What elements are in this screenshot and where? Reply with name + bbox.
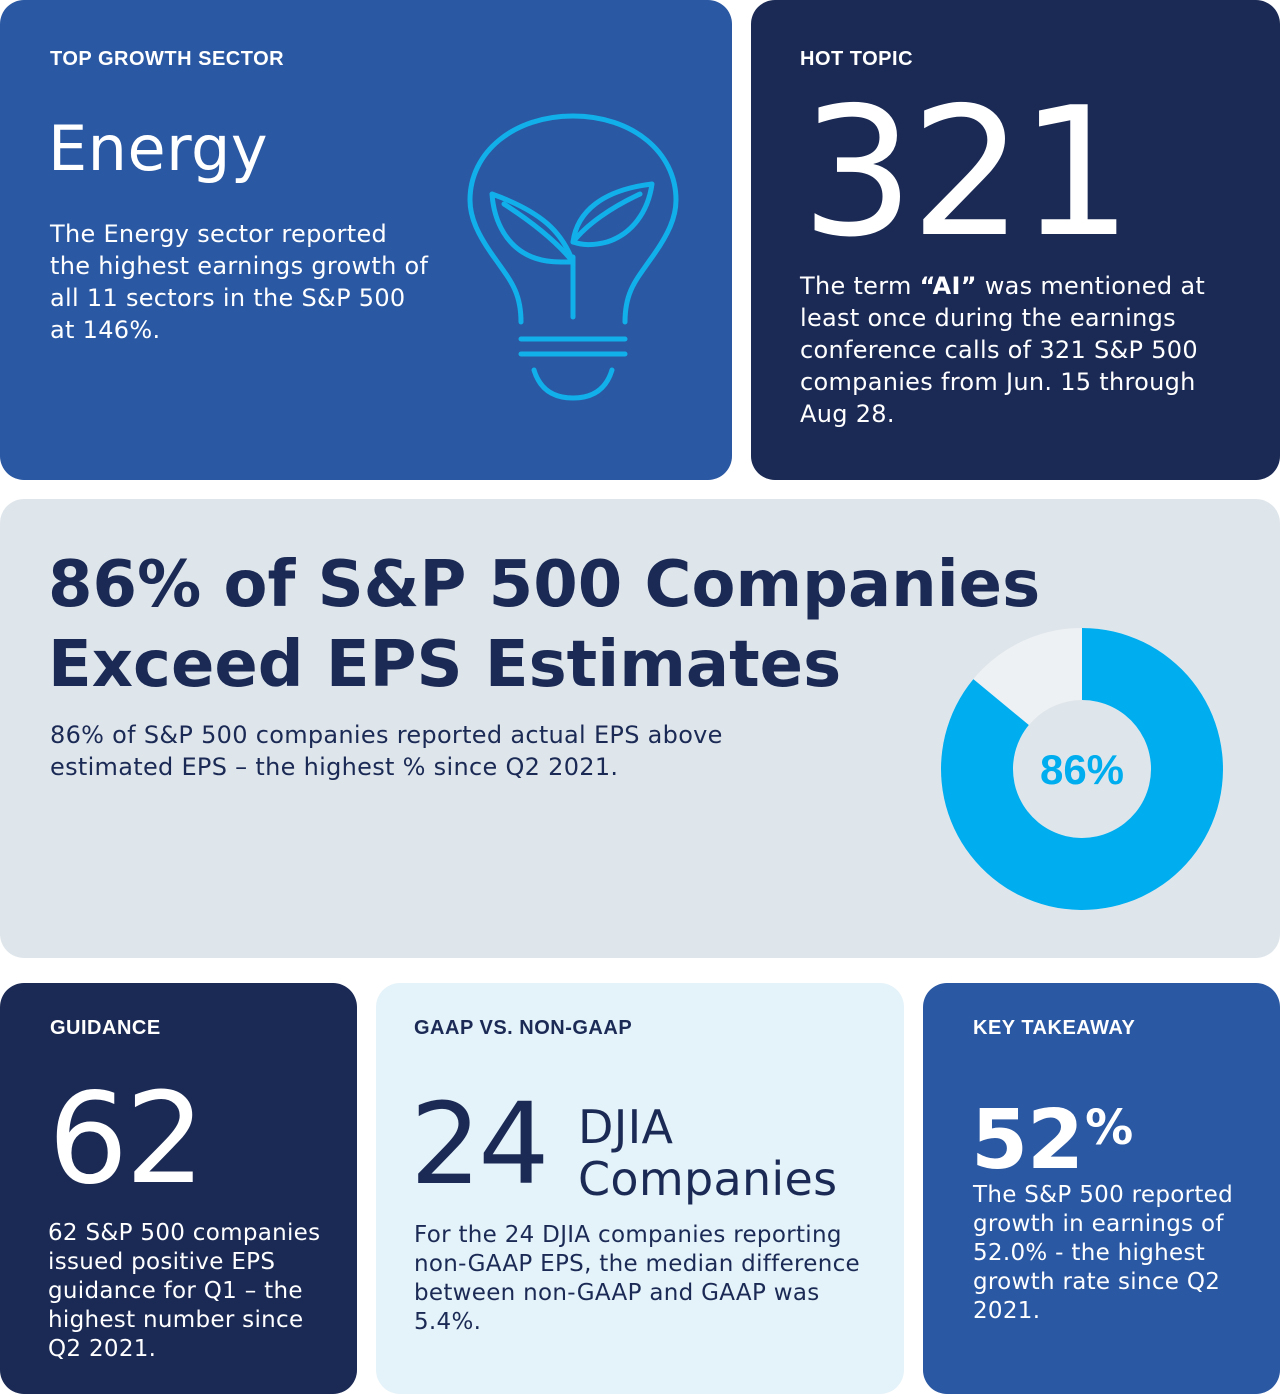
gaap-subtitle: DJIA Companies [578, 1101, 837, 1205]
donut-value-arc [941, 628, 1223, 910]
key-takeaway-percent: % [1085, 1100, 1133, 1156]
gaap-card: GAAP VS. NON-GAAP 24 DJIA Companies For … [376, 983, 904, 1394]
eps-donut-chart: 86% [941, 628, 1223, 910]
key-takeaway-number: 52% [971, 1085, 1133, 1184]
key-takeaway-description: The S&P 500 reported growth in earnings … [973, 1182, 1234, 1324]
hot-topic-eyebrow: HOT TOPIC [800, 48, 914, 70]
eps-description: 86% of S&P 500 companies reported actual… [50, 721, 723, 781]
hot-topic-description: The term “AI” was mentioned at least onc… [800, 270, 1240, 430]
hot-topic-desc-start: The term [800, 272, 920, 300]
guidance-description: 62 S&P 500 companies issued positive EPS… [48, 1220, 321, 1362]
hot-topic-card: HOT TOPIC 321 The term “AI” was mentione… [751, 0, 1280, 480]
hot-topic-number: 321 [801, 69, 1133, 276]
guidance-eyebrow: GUIDANCE [50, 1017, 161, 1039]
key-takeaway-value: 52 [971, 1093, 1084, 1188]
key-takeaway-card: KEY TAKEAWAY 52% The S&P 500 reported gr… [923, 983, 1280, 1394]
energy-card: TOP GROWTH SECTOR Energy The Energy sect… [0, 0, 732, 480]
gaap-number: 24 [410, 1080, 550, 1210]
hot-topic-desc-end: was mentioned at least once during the e… [800, 272, 1206, 428]
gaap-eyebrow: GAAP VS. NON-GAAP [414, 1017, 633, 1039]
gaap-description: For the 24 DJIA companies reporting non-… [414, 1222, 860, 1335]
hot-topic-ai-term: “AI” [919, 272, 977, 300]
eps-card: 86% of S&P 500 Companies Exceed EPS Esti… [0, 499, 1280, 958]
donut-label: 86% [1040, 746, 1124, 793]
energy-headline: Energy [48, 112, 269, 185]
eps-title: 86% of S&P 500 Companies Exceed EPS Esti… [48, 548, 1041, 702]
gaap-subtitle-line1: DJIA [578, 1100, 674, 1154]
guidance-number: 62 [48, 1065, 205, 1212]
gaap-subtitle-line2: Companies [578, 1152, 838, 1206]
energy-eyebrow: TOP GROWTH SECTOR [50, 48, 285, 70]
key-takeaway-eyebrow: KEY TAKEAWAY [973, 1017, 1136, 1039]
guidance-card: GUIDANCE 62 62 S&P 500 companies issued … [0, 983, 357, 1394]
energy-description: The Energy sector reported the highest e… [50, 220, 429, 344]
lightbulb-plant-icon [467, 113, 679, 401]
